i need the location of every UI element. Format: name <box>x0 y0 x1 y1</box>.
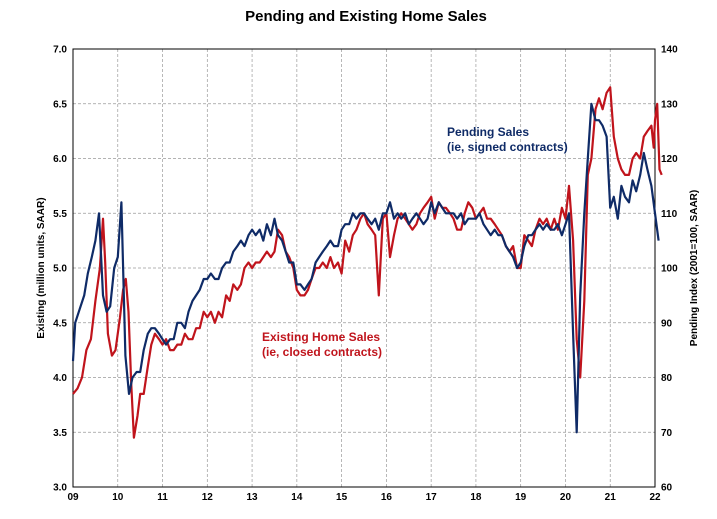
x-tick-label: 10 <box>112 492 124 503</box>
y-right-tick-label: 60 <box>661 483 673 494</box>
x-tick-label: 19 <box>515 492 527 503</box>
y-right-tick-label: 140 <box>661 45 678 56</box>
y-left-tick-label: 5.5 <box>53 209 67 220</box>
x-tick-label: 17 <box>426 492 438 503</box>
series-lines <box>71 86 663 439</box>
y-right-tick-label: 80 <box>661 373 673 384</box>
y-left-tick-label: 6.0 <box>53 154 67 165</box>
y-left-label: Existing (million units, SAAR) <box>36 197 47 338</box>
y-left-tick-label: 3.0 <box>53 483 67 494</box>
plot-area <box>72 48 656 488</box>
x-tick-label: 20 <box>560 492 572 503</box>
right-axis-ticks: 60 70 80 90 100 110 120 130 140 <box>661 45 678 494</box>
y-right-tick-label: 120 <box>661 154 678 165</box>
y-right-tick-label: 90 <box>661 318 673 329</box>
pending-annotation-line2: (ie, signed contracts) <box>447 140 568 154</box>
y-right-tick-label: 110 <box>661 209 678 220</box>
y-right-label: Pending Index (2001=100, SAAR) <box>689 190 700 346</box>
x-tick-label: 16 <box>381 492 393 503</box>
x-tick-label: 09 <box>67 492 79 503</box>
x-tick-label: 12 <box>202 492 214 503</box>
existing-annotation-line1: Existing Home Sales <box>262 330 380 344</box>
x-tick-label: 22 <box>649 492 661 503</box>
y-right-tick-label: 130 <box>661 99 678 110</box>
x-tick-label: 15 <box>336 492 348 503</box>
x-axis-ticks: 09 10 11 12 13 14 15 16 17 18 19 20 21 22 <box>67 492 661 503</box>
y-right-tick-label: 70 <box>661 428 673 439</box>
y-left-tick-label: 7.0 <box>53 45 67 56</box>
y-left-tick-label: 5.0 <box>53 264 67 275</box>
left-axis-ticks: 3.0 3.5 4.0 4.5 5.0 5.5 6.0 6.5 7.0 <box>53 45 67 494</box>
chart-title: Pending and Existing Home Sales <box>245 8 487 25</box>
x-tick-label: 13 <box>247 492 259 503</box>
y-left-tick-label: 6.5 <box>53 99 67 110</box>
x-tick-label: 11 <box>157 492 168 503</box>
pending-annotation-line1: Pending Sales <box>447 125 529 139</box>
x-tick-label: 18 <box>470 492 482 503</box>
grid <box>73 49 655 487</box>
pending-sales-line <box>71 102 660 434</box>
y-right-tick-label: 100 <box>661 264 678 275</box>
existing-annotation-line2: (ie, closed contracts) <box>262 345 382 359</box>
y-left-tick-label: 4.5 <box>53 318 67 329</box>
x-tick-label: 21 <box>605 492 617 503</box>
y-left-tick-label: 3.5 <box>53 428 67 439</box>
x-tick-label: 14 <box>291 492 303 503</box>
y-left-tick-label: 4.0 <box>53 373 67 384</box>
existing-home-sales-line <box>72 86 663 439</box>
